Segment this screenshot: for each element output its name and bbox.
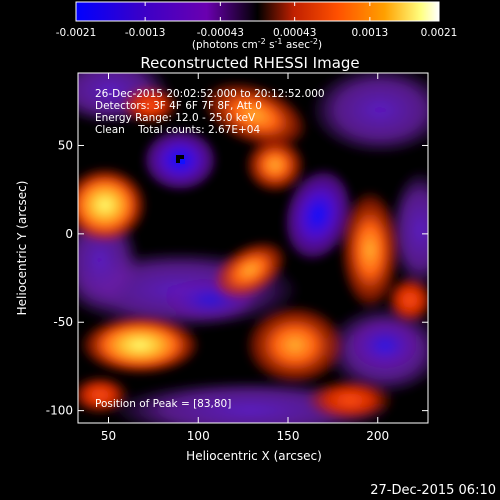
heatmap-blob — [245, 137, 305, 193]
y-tick-label: 50 — [58, 138, 73, 152]
info-total-counts: Clean Total counts: 2.67E+04 — [95, 124, 260, 136]
plot-frame — [77, 72, 429, 424]
info-energy-range: Energy Range: 12.0 - 25.0 keV — [95, 112, 256, 124]
colorbar-ticks: -0.0021 -0.0013 -0.00043 0.00043 0.0013 0.002… — [56, 2, 458, 39]
x-tick-label: 100 — [187, 429, 210, 443]
heatmap-blob — [80, 315, 200, 375]
heatmap-blob — [282, 167, 354, 263]
peak-position-label: Position of Peak = [83,80] — [95, 398, 231, 410]
heatmap-blob — [390, 170, 428, 290]
info-time-range: 26-Dec-2015 20:02:52.000 to 20:12:52.000 — [95, 88, 325, 100]
y-tick-label: -50 — [53, 315, 73, 329]
heatmap-blob — [385, 275, 428, 325]
colorbar-unit-label: (photons cm-2 s-1 asec-2) — [192, 37, 322, 51]
colorbar-tick-label: 0.0021 — [421, 27, 458, 39]
heatmap-blob — [120, 85, 180, 125]
heatmap-blob — [78, 167, 147, 243]
x-axis-ticks: 50 100 150 200 — [101, 73, 389, 443]
y-tick-label: -100 — [46, 404, 73, 418]
heatmap-blob — [340, 190, 400, 310]
y-axis-label: Heliocentric Y (arcsec) — [15, 181, 29, 316]
x-tick-label: 150 — [277, 429, 300, 443]
colorbar-tick-label: 0.0013 — [351, 27, 388, 39]
colorbar-tick-label: -0.0013 — [125, 27, 166, 39]
heatmap-blob — [350, 320, 420, 370]
x-tick-label: 50 — [101, 429, 116, 443]
x-axis-label: Heliocentric X (arcsec) — [186, 449, 322, 463]
plot-title: Reconstructed RHESSI Image — [140, 54, 359, 72]
heatmap-blob — [305, 378, 395, 422]
y-axis-ticks: 50 0 -50 -100 — [46, 138, 428, 418]
heatmap-blob — [202, 81, 308, 149]
colorbar-tick-label: 0.00043 — [273, 27, 316, 39]
heatmap-blob — [213, 240, 287, 300]
info-detectors: Detectors: 3F 4F 6F 7F 8F, Att 0 — [95, 100, 262, 112]
info-block: 26-Dec-2015 20:02:52.000 to 20:12:52.000… — [95, 88, 325, 136]
y-tick-label: 0 — [65, 227, 73, 241]
colorbar-gradient — [75, 1, 440, 22]
heatmap-blob — [245, 305, 345, 385]
x-tick-label: 200 — [366, 429, 389, 443]
heatmap-image — [78, 73, 428, 423]
heatmap-blob — [78, 375, 130, 415]
colorbar-tick-label: -0.0021 — [56, 27, 97, 39]
colorbar-tick-label: -0.00043 — [197, 27, 244, 39]
colorbar: -0.0021 -0.0013 -0.00043 0.00043 0.0013 0.002… — [56, 1, 458, 51]
footer-date: 27-Dec-2015 06:10 — [370, 483, 496, 498]
heatmap-blob — [310, 73, 428, 155]
